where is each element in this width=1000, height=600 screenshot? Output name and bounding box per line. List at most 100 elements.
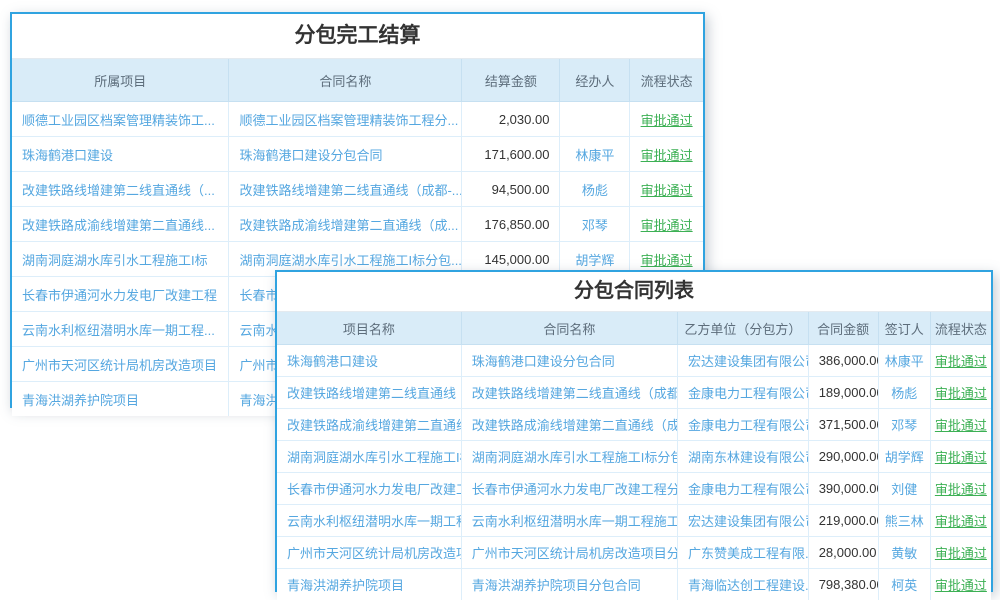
party-b-cell: 宏达建设集团有限公司 xyxy=(677,344,809,377)
settlement-header-row: 所属项目 合同名称 结算金额 经办人 流程状态 xyxy=(12,59,703,102)
party-b-link[interactable]: 宏达建设集团有限公司 xyxy=(688,354,809,369)
party-b-cell: 湖南东林建设有限公司 xyxy=(677,440,809,473)
contract-link[interactable]: 改建铁路线增建第二线直通线（成都-西... xyxy=(471,386,677,401)
table-row[interactable]: 改建铁路成渝线增建第二直通线... 改建铁路成渝线增建第二直通线（成渝... 金… xyxy=(277,408,991,441)
contract-link[interactable]: 云南水利枢纽潜明水库一期工程施工I标... xyxy=(471,514,677,529)
status-cell: 审批通过 xyxy=(929,504,991,537)
status-link[interactable]: 审批通过 xyxy=(934,418,987,433)
status-link[interactable]: 审批通过 xyxy=(640,252,693,268)
contract-link[interactable]: 云南水 xyxy=(239,322,279,338)
contract-link[interactable]: 湖南洞庭湖水库引水工程施工I标分包... xyxy=(239,252,462,268)
table-row[interactable]: 珠海鹤港口建设 珠海鹤港口建设分包合同 宏达建设集团有限公司 386,000.0… xyxy=(277,344,991,377)
contract-link[interactable]: 珠海鹤港口建设分包合同 xyxy=(239,147,383,163)
col-header-signer: 签订人 xyxy=(877,312,931,345)
project-link[interactable]: 广州市天河区统计局机房改造项目 xyxy=(287,546,460,561)
handler-link[interactable]: 杨彪 xyxy=(581,182,608,198)
project-link[interactable]: 改建铁路成渝线增建第二直通线... xyxy=(22,217,215,233)
table-row[interactable]: 长春市伊通河水力发电厂改建工程 长春市伊通河水力发电厂改建工程分包... 金康电… xyxy=(277,472,991,505)
party-b-link[interactable]: 金康电力工程有限公司 xyxy=(688,482,809,497)
signer-link[interactable]: 杨彪 xyxy=(891,386,918,401)
signer-cell: 邓琴 xyxy=(877,408,931,441)
contract-link[interactable]: 广州市 xyxy=(239,357,279,373)
project-link[interactable]: 长春市伊通河水力发电厂改建工程 xyxy=(22,287,218,303)
project-link[interactable]: 珠海鹤港口建设 xyxy=(22,147,114,163)
project-link[interactable]: 湖南洞庭湖水库引水工程施工I标 xyxy=(22,252,208,268)
project-link[interactable]: 青海洪湖养护院项目 xyxy=(22,392,140,408)
status-cell: 审批通过 xyxy=(629,136,703,172)
contract-list-window-title: 分包合同列表 xyxy=(277,272,991,312)
contract-link[interactable]: 改建铁路成渝线增建第二直通线（成渝... xyxy=(471,418,677,433)
status-link[interactable]: 审批通过 xyxy=(934,546,987,561)
project-link[interactable]: 珠海鹤港口建设 xyxy=(287,354,379,369)
party-b-cell: 广东赞美成工程有限... xyxy=(677,536,809,569)
project-link[interactable]: 长春市伊通河水力发电厂改建工程 xyxy=(287,482,460,497)
signer-link[interactable]: 黄敏 xyxy=(891,546,918,561)
contract-link[interactable]: 长春市 xyxy=(239,287,279,303)
contract-link[interactable]: 珠海鹤港口建设分包合同 xyxy=(471,354,615,369)
handler-link[interactable]: 胡学辉 xyxy=(575,252,615,268)
amount-cell: 176,850.00 xyxy=(461,206,561,242)
status-link[interactable]: 审批通过 xyxy=(934,450,987,465)
party-b-link[interactable]: 广东赞美成工程有限... xyxy=(688,546,809,561)
status-link[interactable]: 审批通过 xyxy=(640,112,693,128)
status-link[interactable]: 审批通过 xyxy=(934,354,987,369)
contract-list-table: 项目名称 合同名称 乙方单位（分包方） 合同金额 签订人 流程状态 珠海鹤港口建… xyxy=(277,312,991,600)
contract-link[interactable]: 青海洪 xyxy=(239,392,279,408)
col-header-handler: 经办人 xyxy=(559,59,631,102)
status-link[interactable]: 审批通过 xyxy=(934,482,987,497)
project-link[interactable]: 云南水利枢纽潜明水库一期工程... xyxy=(22,322,215,338)
project-link[interactable]: 改建铁路线增建第二线直通线（... xyxy=(22,182,215,198)
status-link[interactable]: 审批通过 xyxy=(640,217,693,233)
table-row[interactable]: 云南水利枢纽潜明水库一期工程... 云南水利枢纽潜明水库一期工程施工I标... … xyxy=(277,504,991,537)
project-link[interactable]: 顺德工业园区档案管理精装饰工... xyxy=(22,112,215,128)
party-b-link[interactable]: 青海临达创工程建设... xyxy=(688,578,809,593)
party-b-link[interactable]: 金康电力工程有限公司 xyxy=(688,418,809,433)
status-cell: 审批通过 xyxy=(929,376,991,409)
signer-link[interactable]: 刘健 xyxy=(891,482,918,497)
contract-cell: 长春市伊通河水力发电厂改建工程分包... xyxy=(460,472,679,505)
status-link[interactable]: 审批通过 xyxy=(934,514,987,529)
project-link[interactable]: 湖南洞庭湖水库引水工程施工I标 xyxy=(287,450,462,465)
contract-link[interactable]: 湖南洞庭湖水库引水工程施工I标分包合同 xyxy=(471,450,677,465)
handler-cell: 林康平 xyxy=(559,136,631,172)
party-b-link[interactable]: 宏达建设集团有限公司 xyxy=(688,514,809,529)
project-link[interactable]: 云南水利枢纽潜明水库一期工程... xyxy=(287,514,462,529)
signer-link[interactable]: 胡学辉 xyxy=(884,450,924,465)
contract-cell: 改建铁路成渝线增建第二直通线（成... xyxy=(228,206,463,242)
project-link[interactable]: 广州市天河区统计局机房改造项目 xyxy=(22,357,218,373)
table-row[interactable]: 湖南洞庭湖水库引水工程施工I标 湖南洞庭湖水库引水工程施工I标分包合同 湖南东林… xyxy=(277,440,991,473)
status-link[interactable]: 审批通过 xyxy=(934,386,987,401)
party-b-link[interactable]: 湖南东林建设有限公司 xyxy=(688,450,809,465)
table-row[interactable]: 青海洪湖养护院项目 青海洪湖养护院项目分包合同 青海临达创工程建设... 798… xyxy=(277,568,991,600)
table-row[interactable]: 珠海鹤港口建设 珠海鹤港口建设分包合同 171,600.00 林康平 审批通过 xyxy=(12,136,703,172)
status-link[interactable]: 审批通过 xyxy=(640,147,693,163)
contract-link[interactable]: 改建铁路成渝线增建第二直通线（成... xyxy=(239,217,459,233)
signer-link[interactable]: 邓琴 xyxy=(891,418,918,433)
project-link[interactable]: 青海洪湖养护院项目 xyxy=(287,578,405,593)
signer-link[interactable]: 熊三林 xyxy=(884,514,924,529)
project-link[interactable]: 改建铁路线增建第二线直通线（... xyxy=(287,386,462,401)
contract-link[interactable]: 改建铁路线增建第二线直通线（成都-... xyxy=(239,182,462,198)
project-link[interactable]: 改建铁路成渝线增建第二直通线... xyxy=(287,418,462,433)
status-link[interactable]: 审批通过 xyxy=(640,182,693,198)
contract-cell: 改建铁路线增建第二线直通线（成都-西... xyxy=(460,376,679,409)
contract-link[interactable]: 广州市天河区统计局机房改造项目分包... xyxy=(471,546,677,561)
signer-link[interactable]: 林康平 xyxy=(884,354,924,369)
amount-cell: 28,000.00 xyxy=(807,536,879,569)
table-row[interactable]: 改建铁路线增建第二线直通线（... 改建铁路线增建第二线直通线（成都-西... … xyxy=(277,376,991,409)
col-header-project: 所属项目 xyxy=(12,59,230,102)
handler-link[interactable]: 林康平 xyxy=(575,147,615,163)
table-row[interactable]: 广州市天河区统计局机房改造项目 广州市天河区统计局机房改造项目分包... 广东赞… xyxy=(277,536,991,569)
table-row[interactable]: 顺德工业园区档案管理精装饰工... 顺德工业园区档案管理精装饰工程分... 2,… xyxy=(12,101,703,137)
contract-link[interactable]: 顺德工业园区档案管理精装饰工程分... xyxy=(239,112,459,128)
contract-link[interactable]: 青海洪湖养护院项目分包合同 xyxy=(471,578,641,593)
table-row[interactable]: 改建铁路线增建第二线直通线（... 改建铁路线增建第二线直通线（成都-... 9… xyxy=(12,171,703,207)
project-cell: 珠海鹤港口建设 xyxy=(277,344,462,377)
signer-link[interactable]: 柯英 xyxy=(891,578,918,593)
contract-link[interactable]: 长春市伊通河水力发电厂改建工程分包... xyxy=(471,482,677,497)
status-link[interactable]: 审批通过 xyxy=(934,578,987,593)
project-cell: 云南水利枢纽潜明水库一期工程... xyxy=(12,311,230,347)
party-b-link[interactable]: 金康电力工程有限公司 xyxy=(688,386,809,401)
table-row[interactable]: 改建铁路成渝线增建第二直通线... 改建铁路成渝线增建第二直通线（成... 17… xyxy=(12,206,703,242)
handler-link[interactable]: 邓琴 xyxy=(581,217,608,233)
